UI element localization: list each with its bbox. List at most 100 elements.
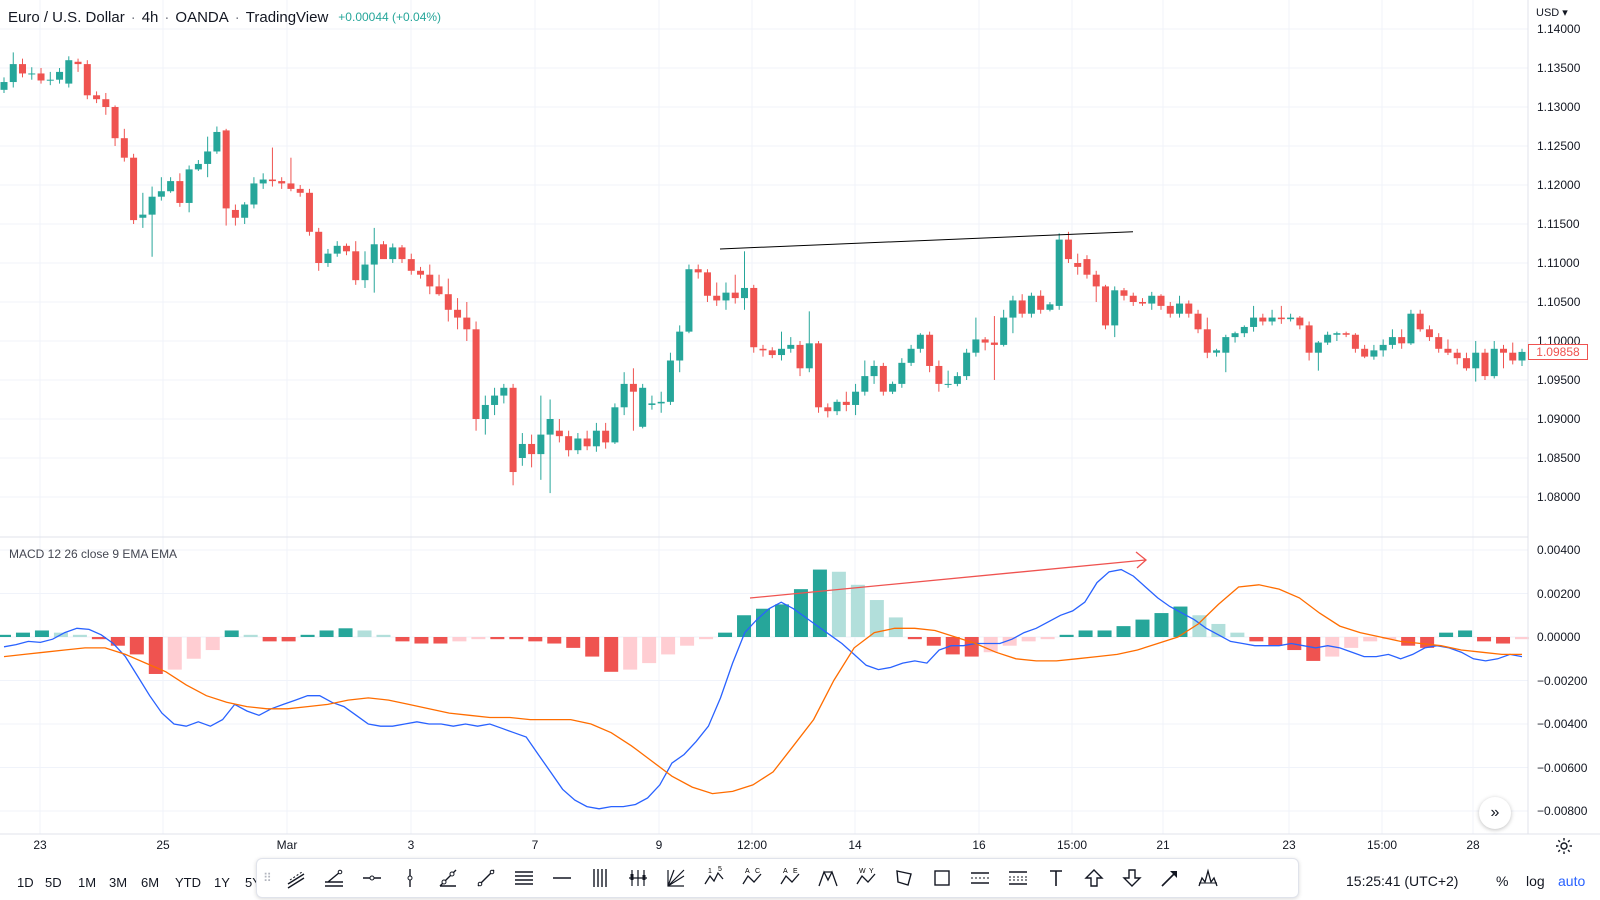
macd-histogram-bar [718, 632, 733, 637]
macd-tick-label: −0.00600 [1537, 760, 1588, 775]
candle-body [204, 151, 212, 164]
horizontal-lines-tool-button[interactable] [505, 861, 543, 895]
channel-tool-button[interactable] [277, 861, 315, 895]
trend-angle-tool-button[interactable] [429, 861, 467, 895]
separator: · [130, 8, 136, 26]
xabcd-icon [818, 870, 838, 887]
horizontal-ray-tool-button[interactable] [353, 861, 391, 895]
candle-body [1111, 290, 1119, 326]
macd-histogram-bar [888, 617, 903, 637]
macd-histogram-bar [129, 637, 144, 655]
range-button-1y[interactable]: 1Y [214, 875, 230, 890]
candle-body [926, 334, 934, 366]
macd-histogram-bar [148, 637, 163, 674]
candle-body [778, 348, 786, 356]
settings-gear-icon[interactable] [1554, 836, 1574, 856]
range-button-3m[interactable]: 3M [109, 875, 128, 890]
percent-scale-toggle[interactable]: % [1496, 873, 1509, 889]
macd-histogram-bar [1249, 637, 1264, 642]
candle-body [1268, 317, 1276, 322]
macd-histogram-bar [1059, 634, 1074, 637]
symbol-name[interactable]: Euro / U.S. Dollar [8, 8, 125, 26]
scroll-to-realtime-button[interactable]: » [1479, 797, 1511, 829]
chart-legend-header: Euro / U.S. Dollar · 4h · OANDA · Tradin… [0, 0, 441, 34]
arrow-tool-button[interactable] [1151, 861, 1189, 895]
macd-histogram-bar [15, 632, 30, 637]
fib-tool-button[interactable] [619, 861, 657, 895]
macd-indicator-label[interactable]: MACD 12 26 close 9 EMA EMA [9, 547, 178, 561]
candle-body [833, 401, 841, 412]
range-button-6m[interactable]: 6M [141, 875, 160, 890]
interval-label[interactable]: 4h [141, 8, 159, 26]
range-button-5d[interactable]: 5D [45, 875, 62, 890]
range-button-1m[interactable]: 1M [78, 875, 97, 890]
macd-trend-arrow[interactable] [749, 559, 1146, 599]
macd-histogram-bar [623, 637, 638, 670]
xabcd-tool-button[interactable] [809, 861, 847, 895]
candle-body [380, 244, 387, 260]
pitchfork-icon [325, 869, 343, 887]
gann-tool-button[interactable] [657, 861, 695, 895]
date-range-icon [1009, 871, 1027, 885]
time-tick-label: 3 [407, 838, 415, 852]
macd-histogram-bar [1496, 637, 1511, 644]
candle-body [491, 395, 499, 405]
currency-selector[interactable]: USD ▾ [1536, 6, 1568, 19]
price-trendline[interactable] [719, 231, 1134, 250]
macd-histogram-bar [471, 637, 486, 640]
candle-body [1435, 337, 1443, 349]
arrow-up-tool-button[interactable] [1075, 861, 1113, 895]
price-tick-label: 1.14000 [1537, 22, 1581, 36]
candle-body [444, 294, 452, 310]
candle-body [1213, 350, 1221, 353]
candle-body [518, 443, 526, 458]
candle-body [417, 270, 425, 275]
range-button-1d[interactable]: 1D [17, 875, 34, 890]
rectangle-tool-button[interactable] [923, 861, 961, 895]
candle-body [731, 292, 739, 299]
svg-text:1: 1 [708, 868, 712, 875]
drag-handle-icon[interactable]: ⠿ [263, 871, 272, 885]
clock-timezone[interactable]: 15:25:41 (UTC+2) [1346, 873, 1459, 889]
fib-icon [629, 870, 647, 886]
candle-body [944, 383, 952, 385]
arrow-down-tool-button[interactable] [1113, 861, 1151, 895]
pitchfork-tool-button[interactable] [315, 861, 353, 895]
macd-histogram-bar [1477, 637, 1492, 642]
auto-scale-toggle[interactable]: auto [1558, 873, 1586, 889]
time-tick-label: 25 [156, 838, 170, 852]
trend-line-tool-button[interactable] [467, 861, 505, 895]
candle-body [241, 204, 249, 218]
polygon-tool-button[interactable] [885, 861, 923, 895]
horizontal-line-tool-button[interactable] [543, 861, 581, 895]
log-scale-toggle[interactable]: log [1526, 873, 1545, 889]
vertical-line-tool-button[interactable] [391, 861, 429, 895]
candle-body [861, 376, 869, 392]
candle-body [796, 344, 804, 369]
candle-body [685, 269, 693, 332]
macd-histogram-bar [300, 634, 315, 637]
candle-body [1185, 303, 1193, 314]
macd-histogram-bar [1078, 630, 1093, 637]
candle-body [1333, 333, 1341, 335]
date-range-tool-button[interactable] [999, 861, 1037, 895]
price-tick-label: 1.12500 [1537, 139, 1581, 153]
price-range-tool-button[interactable] [961, 861, 999, 895]
candle-body [83, 64, 91, 96]
candle-body [1092, 274, 1100, 287]
candle-body [787, 344, 795, 349]
range-button-ytd[interactable]: YTD [175, 875, 201, 890]
svg-text:A: A [745, 868, 750, 875]
text-tool-button[interactable] [1037, 861, 1075, 895]
candle-body [1074, 263, 1082, 267]
macd-tick-label: −0.00800 [1537, 804, 1588, 818]
macd-histogram-bar [433, 637, 448, 644]
head-shoulders-tool-button[interactable] [1189, 861, 1227, 895]
vertical-lines-tool-button[interactable] [581, 861, 619, 895]
candle-body [167, 181, 175, 192]
